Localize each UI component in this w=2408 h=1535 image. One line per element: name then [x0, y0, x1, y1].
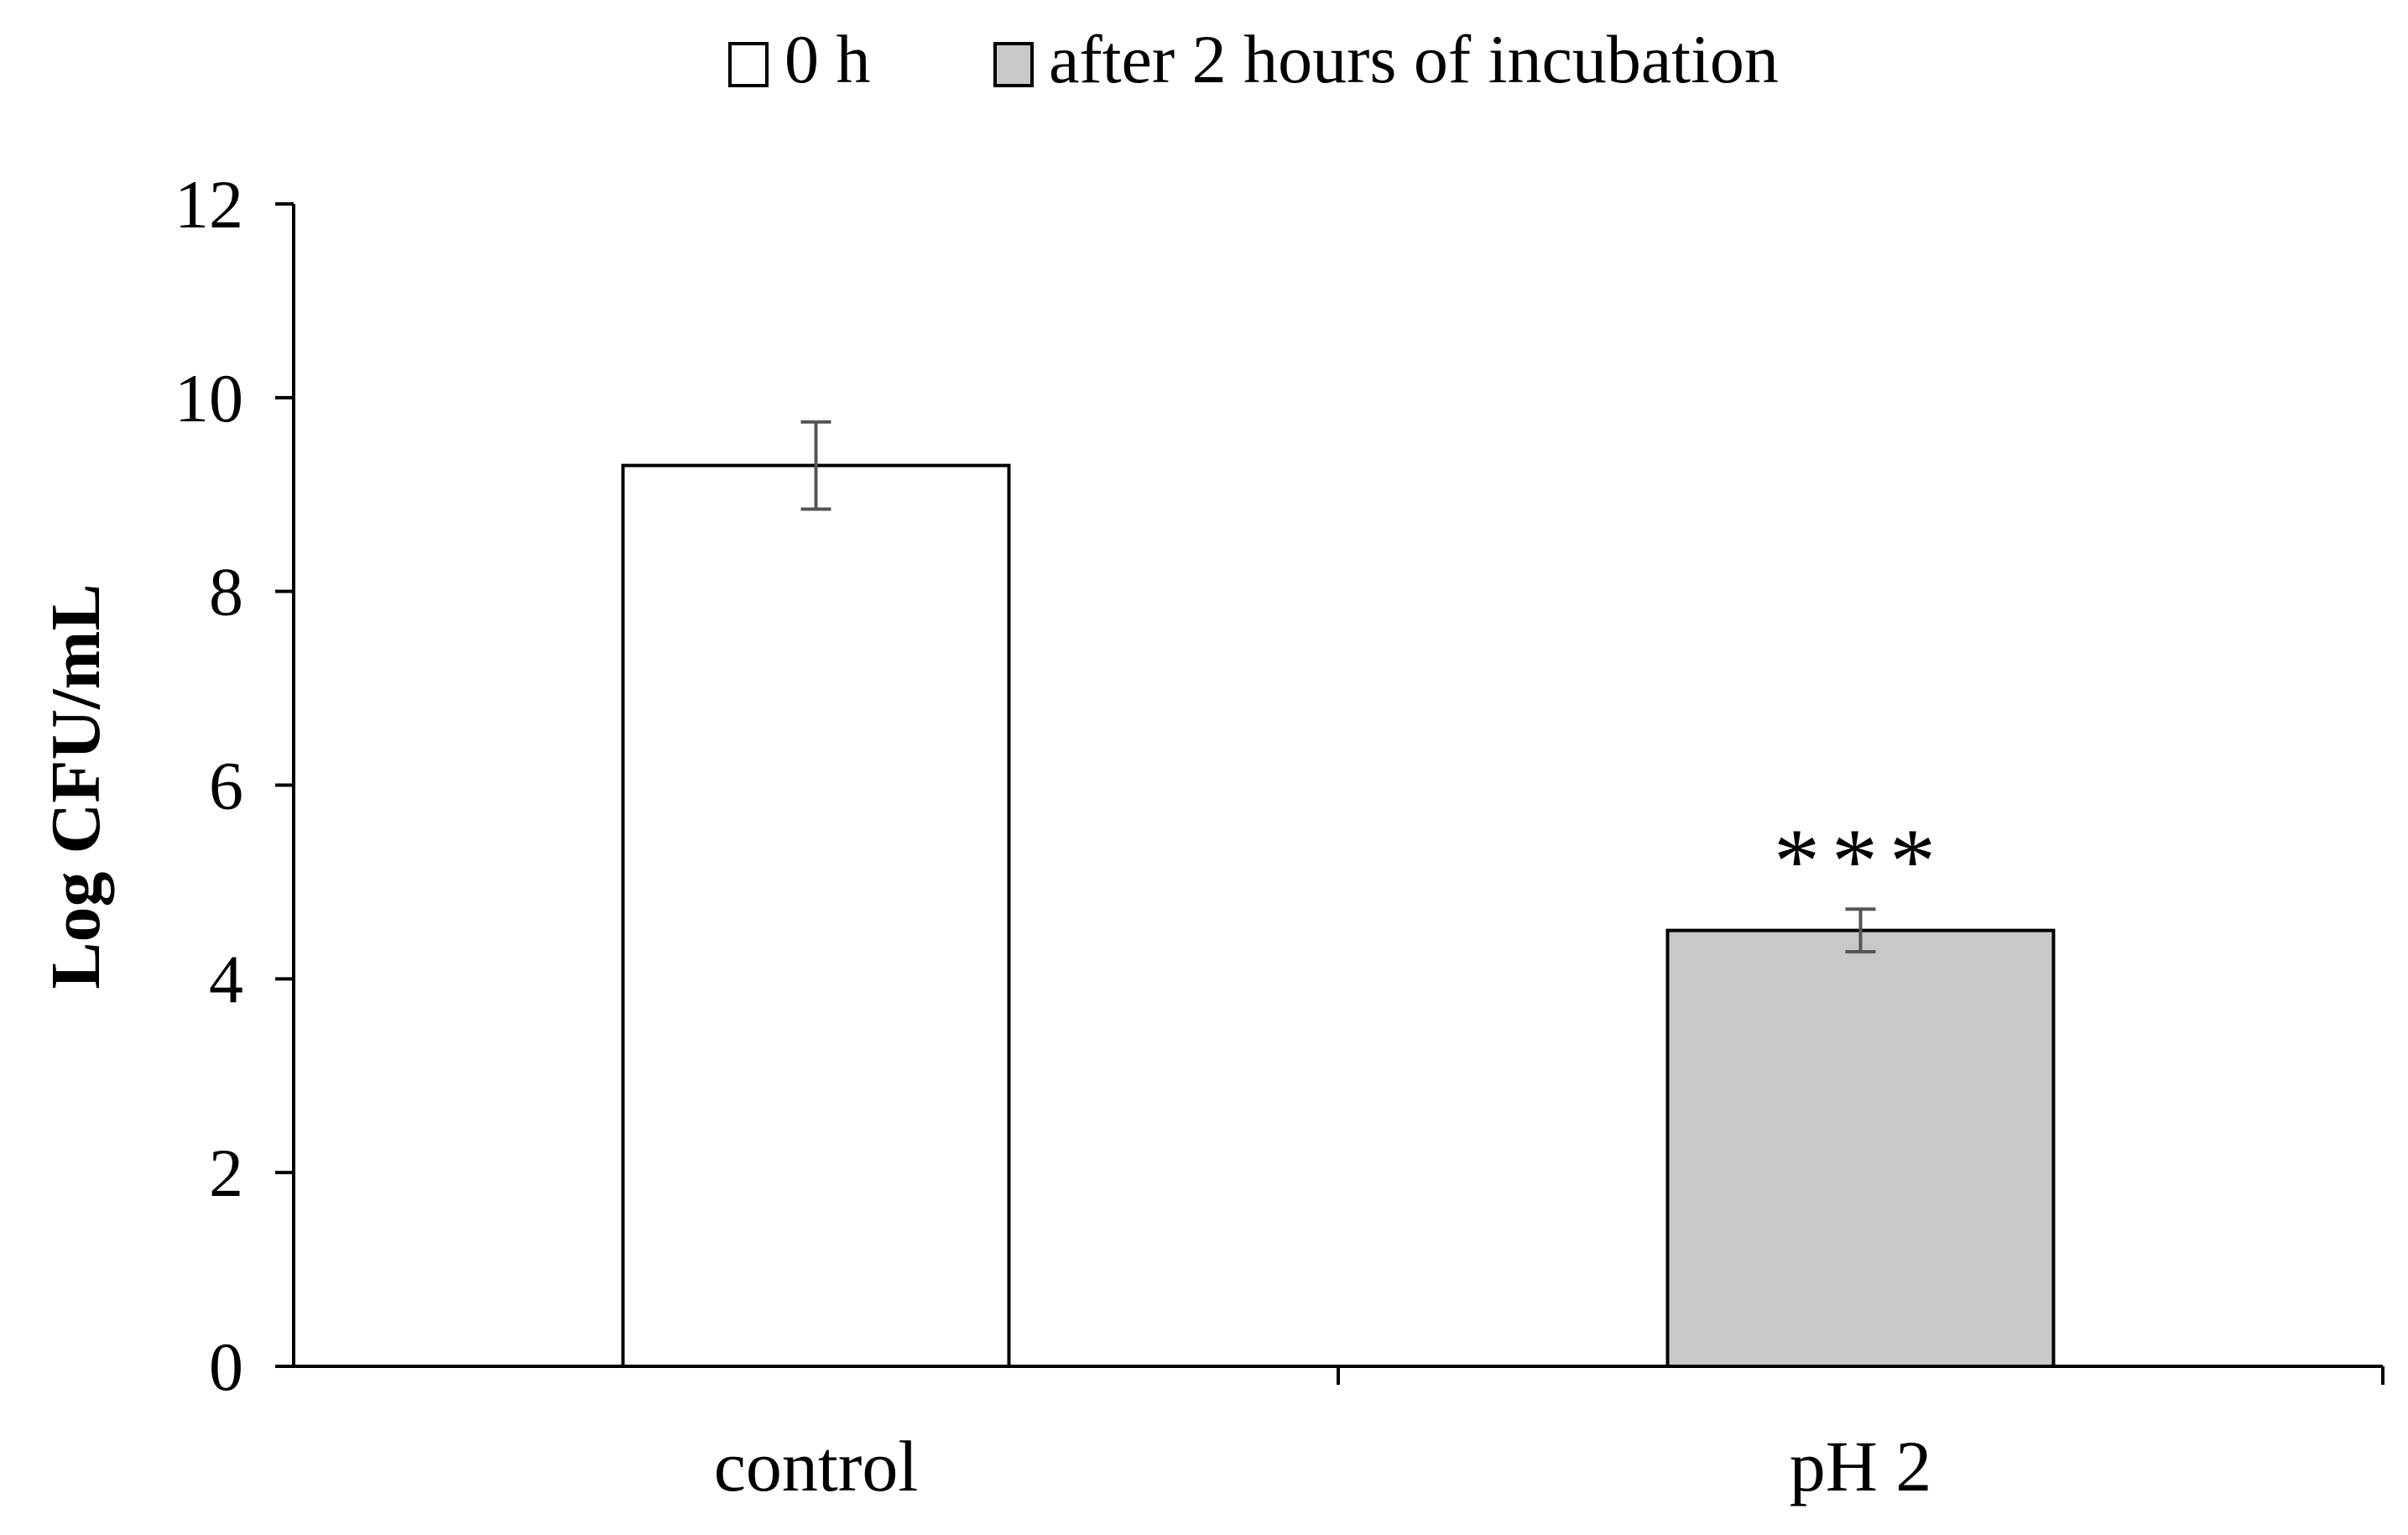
significance-annotation: ***	[1774, 810, 1947, 912]
legend-swatch-0h	[728, 42, 769, 87]
y-tick-label: 2	[209, 1135, 243, 1211]
y-tick-label: 8	[209, 554, 243, 630]
error-bar	[1845, 907, 1876, 954]
y-tick-label: 12	[175, 166, 243, 243]
x-tick-label: pH 2	[1790, 1426, 1932, 1506]
error-bar	[800, 420, 831, 511]
x-tick-label: control	[714, 1426, 919, 1506]
y-tick-label: 0	[209, 1329, 243, 1405]
bars: ***	[621, 420, 2056, 1368]
legend-label-after-2h: after 2 hours of incubation	[1049, 21, 1779, 97]
y-tick-label: 4	[209, 941, 243, 1017]
legend-label-0h: 0 h	[784, 21, 871, 97]
legend: 0 h after 2 hours of incubation	[728, 21, 1779, 97]
y-tick-label: 10	[175, 360, 243, 436]
y-axis-label: Log CFU/mL	[37, 584, 115, 989]
x-axis: control pH 2	[714, 1366, 2385, 1506]
bar-control	[621, 463, 1011, 1368]
y-tick-label: 6	[209, 748, 243, 824]
legend-swatch-after-2h	[993, 42, 1034, 87]
y-axis: 0 2 4 6 8 10 12	[175, 166, 294, 1405]
bar-ph-2	[1665, 928, 2056, 1368]
